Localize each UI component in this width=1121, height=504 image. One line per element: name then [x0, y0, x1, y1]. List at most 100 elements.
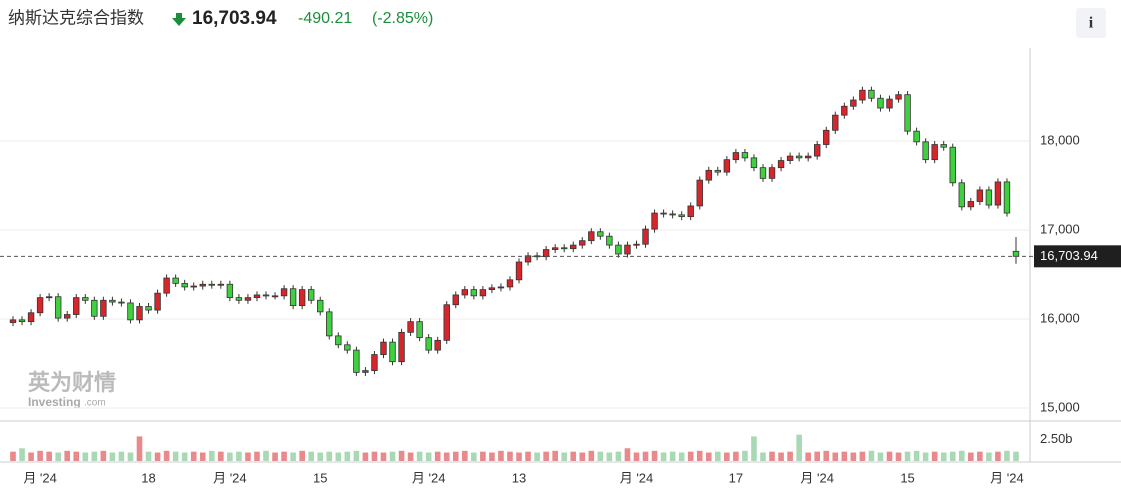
volume-bar	[208, 450, 215, 461]
candle-body	[208, 283, 215, 286]
volume-bar	[480, 451, 486, 461]
candle-body	[741, 152, 749, 159]
volume-bar	[55, 452, 61, 461]
volume-bar	[299, 450, 305, 461]
title: 纳斯达克综合指数	[8, 8, 144, 27]
volume-bar	[742, 450, 748, 461]
volume-bar	[507, 451, 513, 461]
watermark-site: Investing	[28, 395, 81, 409]
candle-body	[145, 306, 152, 311]
candle-body	[588, 231, 595, 242]
x-tick-label: 15	[313, 470, 327, 485]
volume-bar	[199, 452, 206, 461]
candle-body	[551, 247, 559, 250]
volume-bar	[850, 452, 857, 461]
candle-body	[362, 370, 369, 373]
candle-body	[36, 297, 44, 314]
info-button[interactable]	[1076, 8, 1106, 38]
candle-body	[750, 157, 758, 169]
volume-bar	[362, 452, 369, 461]
volume-bar	[91, 451, 98, 461]
candle-body	[181, 282, 188, 288]
volume-bar	[651, 450, 658, 461]
candle-body	[73, 297, 80, 315]
volume-bar	[100, 450, 107, 461]
candle-body	[54, 296, 62, 319]
candle-body	[199, 283, 206, 287]
volume-bar	[624, 448, 631, 461]
volume-bar	[787, 451, 793, 461]
candle-body	[371, 354, 378, 372]
volume-bar	[561, 452, 567, 461]
volume-bar	[236, 451, 242, 461]
candle-body	[91, 299, 98, 317]
volume-bar	[172, 451, 179, 461]
volume-bar	[886, 451, 893, 461]
last-price-tag-label: 16,703.94	[1040, 248, 1098, 263]
volume-bar	[769, 451, 775, 461]
last-price-tag	[1034, 245, 1121, 268]
candle-body	[154, 292, 161, 311]
candle-body	[832, 114, 839, 131]
volume-bar	[751, 436, 757, 461]
candle-body	[289, 288, 297, 307]
volume-bar	[82, 452, 89, 461]
candle-body	[732, 152, 740, 161]
candle-body	[136, 306, 143, 321]
candle-body	[723, 159, 731, 173]
candle-body	[18, 319, 26, 323]
candle-body	[280, 288, 288, 297]
volume-bar	[471, 452, 477, 461]
change-percent: (-2.85%)	[372, 10, 433, 27]
candle-body	[560, 247, 568, 250]
volume-bar	[281, 451, 287, 461]
y-tick-label: 15,000	[1040, 399, 1080, 414]
candle-body	[100, 299, 107, 317]
volume-bar	[633, 452, 640, 461]
candle-body	[398, 331, 405, 363]
volume-bar	[64, 450, 71, 461]
candle-body	[895, 94, 902, 100]
candle-body	[298, 289, 306, 307]
volume-bar	[272, 452, 278, 461]
volume-bar	[145, 451, 152, 461]
volume-bar	[733, 451, 739, 461]
candle-body	[190, 285, 197, 288]
candle-body	[307, 289, 315, 301]
candle-body	[452, 294, 459, 306]
volume-bar	[335, 452, 342, 461]
info-icon[interactable]: i	[1089, 15, 1094, 32]
volume-bar	[841, 451, 848, 461]
candle-body	[967, 201, 975, 208]
volume-bar	[705, 452, 712, 461]
candle-body	[235, 297, 243, 301]
candle-body	[226, 283, 234, 299]
volume-bar	[434, 451, 441, 461]
candle-body	[795, 155, 803, 159]
candle-body	[244, 297, 252, 301]
candle-body	[407, 321, 414, 333]
candle-body	[172, 277, 179, 284]
volume-bar	[163, 450, 170, 461]
volume-bar	[534, 452, 540, 461]
change: -490.21	[298, 10, 352, 27]
volume-bar	[1004, 450, 1010, 461]
volume-bar	[353, 450, 360, 461]
volume-bar	[245, 452, 251, 461]
candle-body	[687, 205, 694, 218]
candle-body	[425, 337, 432, 351]
candle-body	[524, 255, 532, 263]
volume-bar	[940, 452, 947, 461]
candle-body	[416, 321, 423, 339]
candle-body	[678, 214, 685, 218]
candle-body	[714, 169, 722, 173]
volume-bar	[931, 451, 938, 461]
candle-body	[389, 341, 396, 363]
volume-bar	[615, 451, 622, 461]
volume-bar	[10, 451, 16, 461]
volume-bar	[489, 452, 495, 461]
volume-bar	[389, 451, 396, 461]
volume-bar	[995, 451, 1001, 461]
